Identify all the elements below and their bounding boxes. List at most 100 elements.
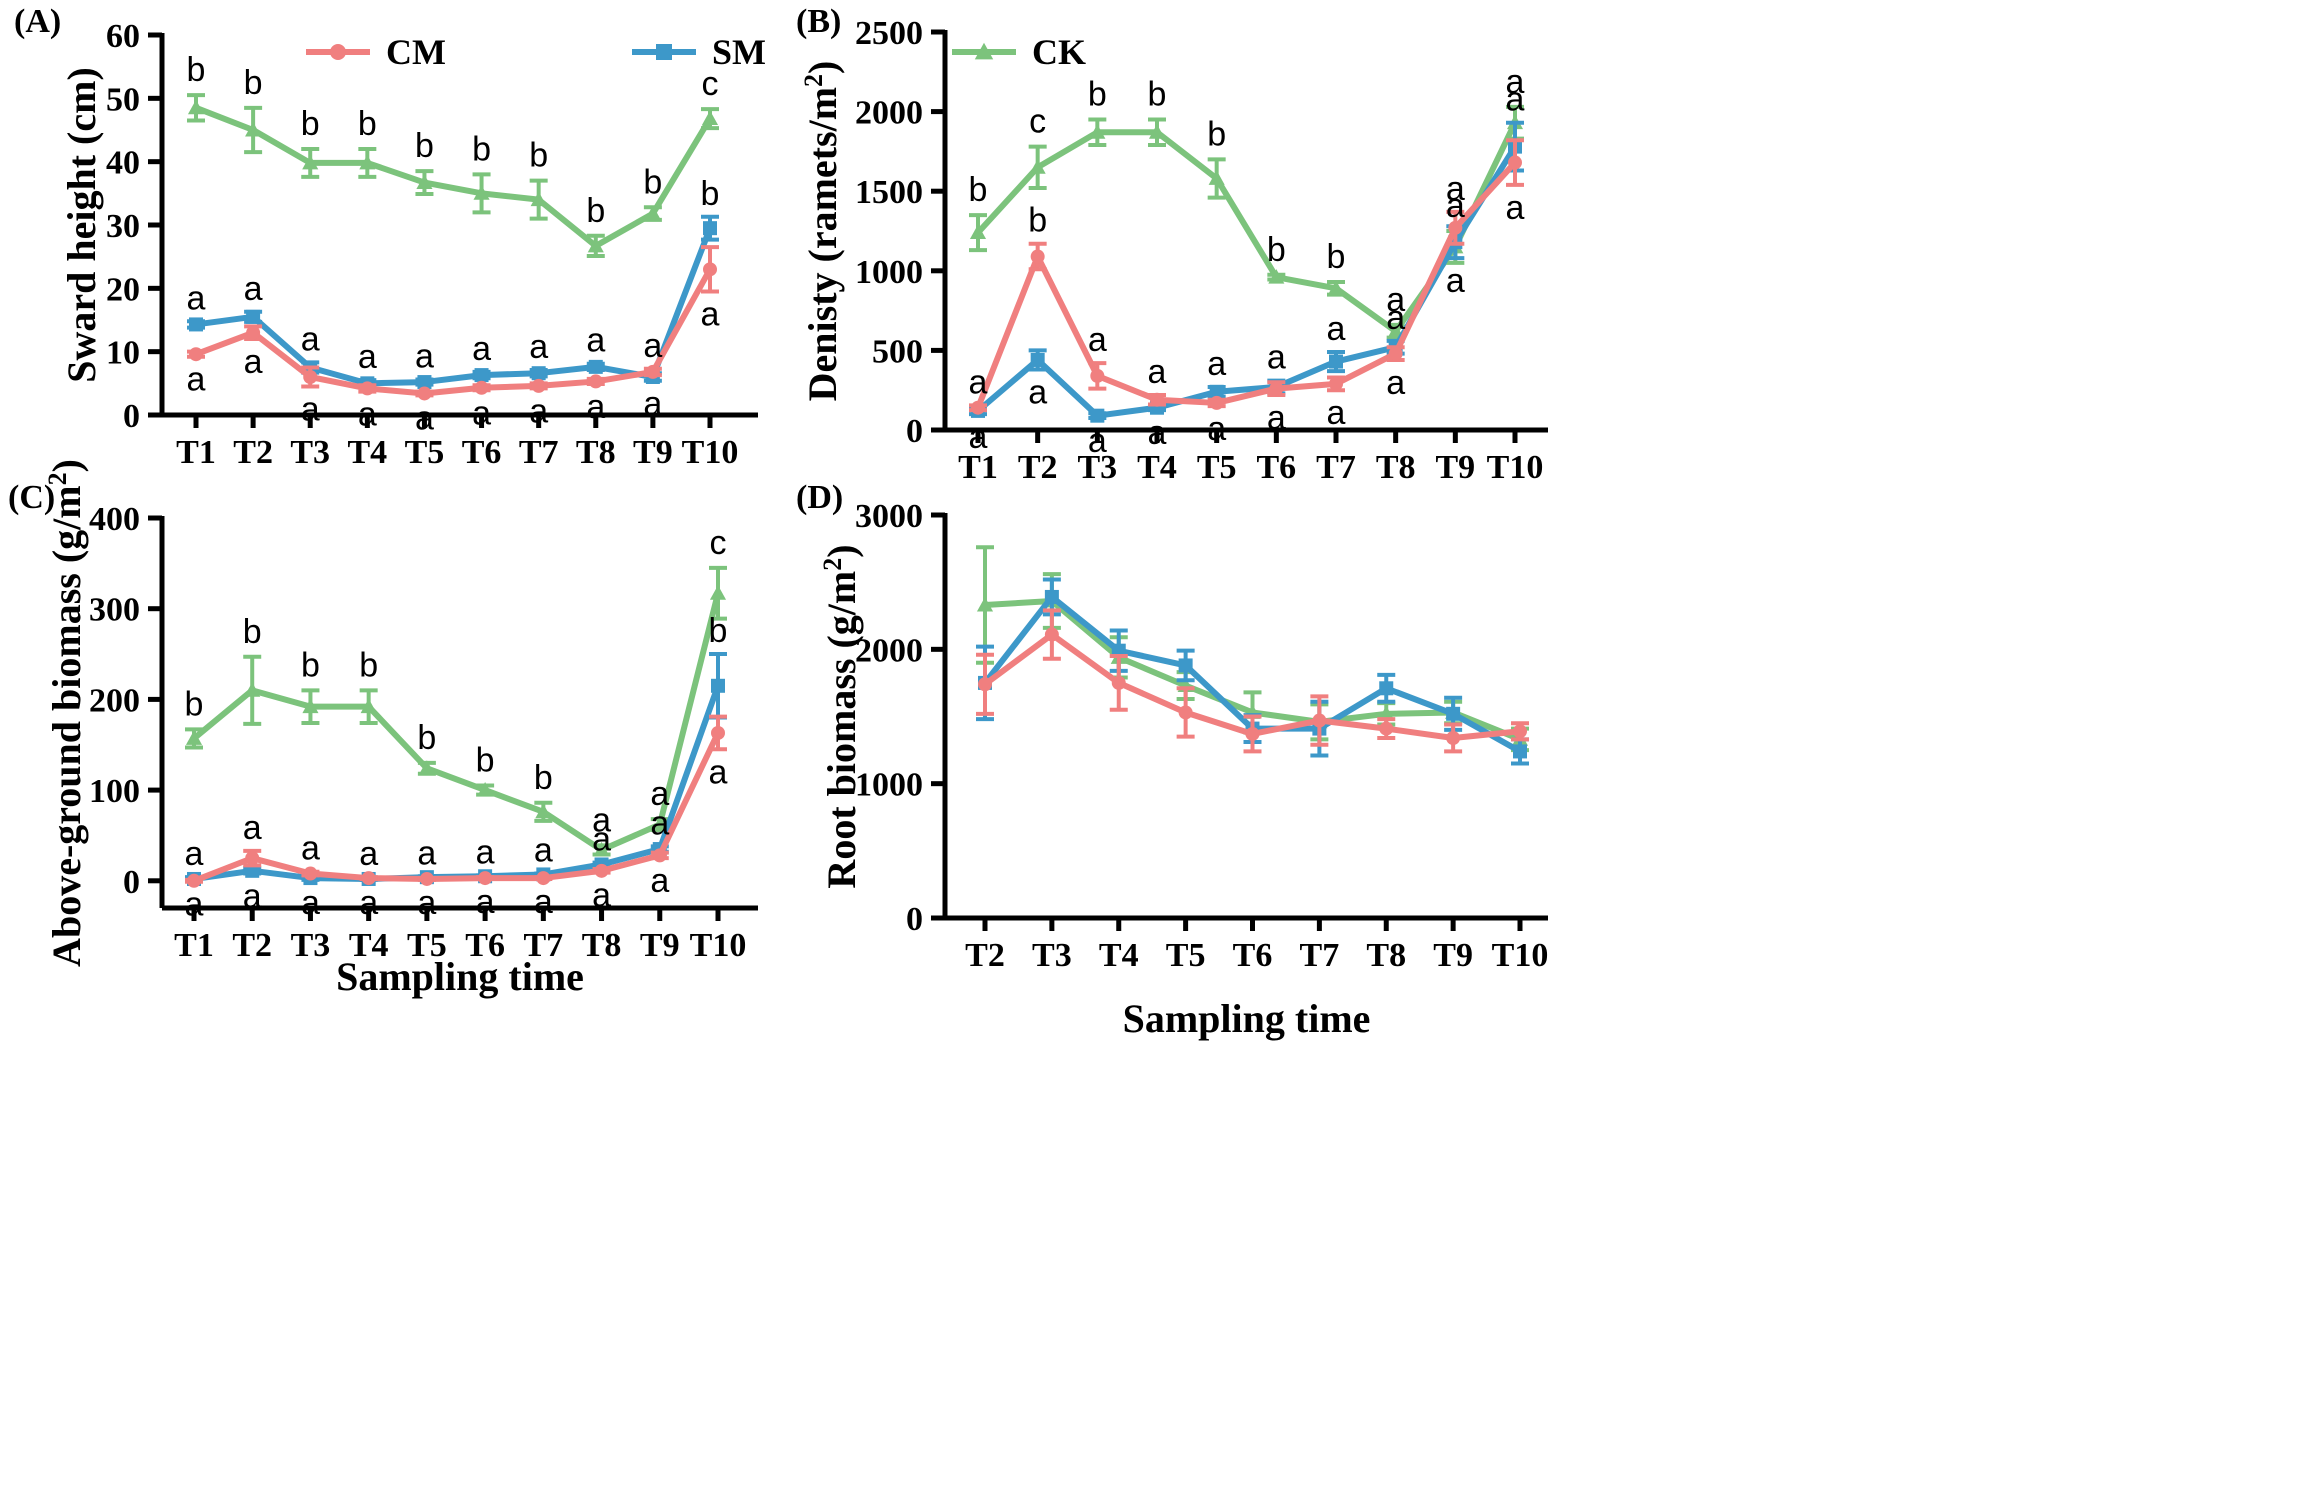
series-sm — [969, 120, 1524, 423]
y-tick-label: 0 — [123, 864, 140, 901]
significance-label: b — [476, 742, 495, 780]
data-point — [1178, 705, 1193, 720]
data-point — [1044, 627, 1059, 642]
data-point — [419, 871, 434, 886]
y-axis-title: Root biomass (g/m2) — [818, 544, 865, 888]
data-point — [185, 730, 203, 745]
significance-label: a — [1088, 321, 1107, 359]
y-axis-title: Sward height (cm) — [59, 67, 104, 383]
significance-label: a — [1148, 353, 1167, 391]
data-point — [418, 760, 435, 775]
x-tick-label: T9 — [1435, 449, 1475, 486]
series-ck — [187, 93, 719, 259]
significance-label: c — [702, 65, 719, 103]
data-point — [594, 863, 609, 878]
data-point — [1268, 269, 1285, 284]
data-point — [1090, 408, 1105, 423]
y-tick-label: 60 — [106, 18, 140, 55]
series-ck — [185, 565, 727, 857]
significance-label: a — [358, 338, 377, 376]
significance-label: b — [244, 64, 263, 102]
data-point — [473, 185, 490, 200]
data-point — [1379, 681, 1394, 696]
data-point — [645, 364, 660, 379]
significance-label: a — [358, 396, 377, 434]
x-tick-label: T6 — [1233, 937, 1273, 974]
y-axis-title: Denisty (ramets/m2) — [799, 61, 846, 402]
series-sm — [187, 214, 719, 391]
data-point — [1209, 384, 1224, 399]
series-line — [192, 731, 721, 884]
x-tick-label: T8 — [582, 927, 622, 964]
legend-label: CM — [386, 32, 446, 72]
significance-label: a — [1267, 399, 1286, 437]
significance-label: a — [534, 832, 553, 870]
significance-label: a — [1446, 170, 1465, 208]
data-point — [711, 678, 725, 693]
x-tick-label: T7 — [523, 927, 563, 964]
x-tick-label: T1 — [958, 449, 998, 486]
x-tick-label: T4 — [349, 927, 389, 964]
significance-label: a — [534, 883, 553, 921]
data-point — [701, 110, 719, 126]
series-line — [195, 227, 713, 387]
data-point — [360, 698, 377, 714]
data-point — [1388, 346, 1403, 361]
significance-label: a — [243, 878, 262, 916]
x-tick-label: T4 — [1137, 449, 1177, 486]
data-point — [187, 99, 205, 115]
data-point — [1446, 706, 1461, 721]
x-tick-label: T6 — [462, 434, 502, 471]
y-tick-label: 0 — [906, 413, 923, 450]
significance-label: b — [1028, 202, 1047, 240]
data-point — [1327, 280, 1345, 295]
significance-label: b — [472, 130, 491, 168]
data-point — [361, 871, 376, 886]
significance-label: b — [187, 51, 206, 89]
significance-label: a — [417, 834, 436, 872]
significance-label: a — [1506, 63, 1525, 101]
series-cm — [969, 138, 1524, 415]
significance-label: b — [415, 127, 434, 165]
significance-label: a — [472, 394, 491, 432]
x-tick-label: T10 — [690, 927, 747, 964]
data-point — [1312, 713, 1327, 728]
series-ck — [969, 104, 1524, 340]
significance-label: a — [301, 391, 320, 429]
x-tick-label: T10 — [682, 434, 739, 471]
significance-label: a — [529, 328, 548, 366]
significance-label: a — [586, 322, 605, 360]
data-point — [1329, 376, 1343, 391]
significance-label: b — [1088, 76, 1107, 114]
x-tick-label: T3 — [1077, 449, 1117, 486]
significance-label: b — [701, 175, 720, 213]
x-tick-label: T10 — [1492, 937, 1549, 974]
y-tick-label: 300 — [89, 592, 140, 629]
data-point — [417, 375, 432, 390]
x-tick-label: T8 — [576, 434, 616, 471]
x-tick-label: T9 — [640, 927, 680, 964]
significance-label: a — [650, 862, 669, 900]
legend-marker — [330, 44, 346, 60]
y-tick-label: 3000 — [855, 498, 923, 535]
y-tick-label: 1000 — [855, 254, 923, 291]
y-tick-label: 400 — [89, 501, 140, 538]
significance-label: a — [1386, 299, 1405, 337]
significance-label: a — [244, 343, 263, 381]
y-tick-label: 50 — [106, 81, 140, 118]
x-tick-label: T1 — [176, 434, 216, 471]
y-tick-label: 100 — [89, 773, 140, 810]
data-point — [1030, 249, 1045, 264]
significance-label: a — [415, 399, 434, 437]
panel-b-density: (B) 0 500 1000 1500 2000 2500 T1 T2 T3 T4 T5 T6 T7 T8 T… — [796, 3, 1548, 486]
y-tick-label: 0 — [123, 398, 140, 435]
significance-label: a — [1506, 189, 1525, 227]
significance-label: a — [586, 388, 605, 426]
significance-label: a — [359, 884, 378, 922]
data-point — [1448, 220, 1463, 235]
significance-label: a — [1267, 339, 1286, 377]
significance-label: a — [650, 804, 669, 842]
legend-item-cm: CM — [306, 32, 446, 72]
series-line — [976, 145, 1518, 419]
